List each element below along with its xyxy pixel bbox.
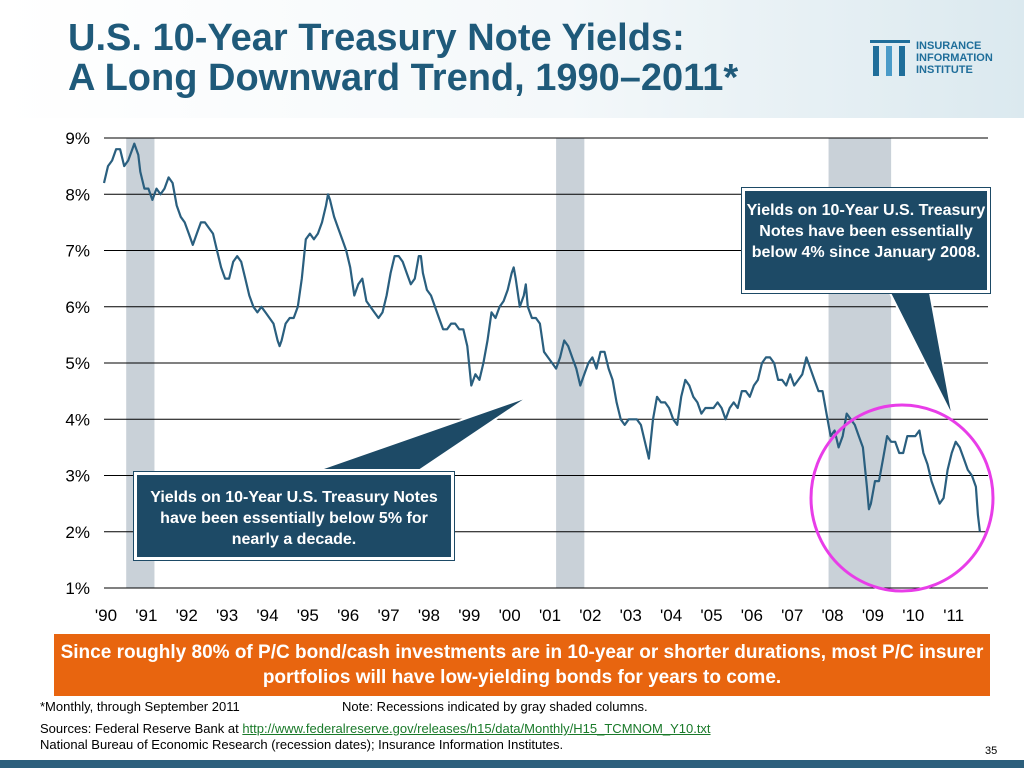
iii-logo-icon [870,40,910,76]
y-tick-label: 4% [65,410,90,429]
x-tick-label: '04 [660,606,682,625]
logo-text: INSURANCE INFORMATION INSTITUTE [916,40,993,76]
iii-logo: INSURANCE INFORMATION INSTITUTE [870,38,1020,88]
y-tick-label: 6% [65,298,90,317]
x-tick-label: '09 [862,606,884,625]
y-tick-label: 2% [65,523,90,542]
callout-below-4-percent: Yields on 10-Year U.S. Treasury Notes ha… [742,188,990,293]
x-tick-label: '03 [620,606,642,625]
x-tick-label: '98 [418,606,440,625]
y-tick-label: 9% [65,129,90,148]
title-line-2: A Long Downward Trend, 1990–2011* [68,57,739,99]
x-tick-label: '91 [135,606,157,625]
x-tick-label: '00 [499,606,521,625]
y-tick-label: 8% [65,185,90,204]
x-tick-label: '07 [781,606,803,625]
sources-line-2: National Bureau of Economic Research (re… [40,737,564,752]
x-tick-label: '08 [821,606,843,625]
y-tick-label: 5% [65,354,90,373]
header-band [0,0,1024,118]
x-tick-label: '06 [741,606,763,625]
y-tick-label: 1% [65,579,90,598]
x-tick-label: '96 [337,606,359,625]
y-tick-label: 3% [65,467,90,486]
x-tick-label: '10 [902,606,924,625]
conclusion-banner: Since roughly 80% of P/C bond/cash inves… [54,634,990,696]
x-tick-label: '90 [95,606,117,625]
x-tick-label: '02 [579,606,601,625]
footnote-recessions: Note: Recessions indicated by gray shade… [342,699,648,714]
sources-prefix: Sources: Federal Reserve Bank at [40,721,243,736]
x-tick-label: '05 [700,606,722,625]
x-tick-label: '94 [256,606,278,625]
x-tick-label: '92 [176,606,198,625]
x-tick-label: '97 [377,606,399,625]
x-tick-label: '95 [297,606,319,625]
callout-below-5-percent: Yields on 10-Year U.S. Treasury Notes ha… [134,472,454,560]
callout-right-pointer [888,292,954,419]
x-tick-label: '99 [458,606,480,625]
footnote-monthly: *Monthly, through September 2011 [40,699,240,714]
callout-left-pointer [317,395,531,471]
page-number: 35 [985,745,998,757]
footer-bar [0,760,1024,768]
yield-series-line [102,142,981,532]
x-tick-label: '11 [943,606,964,625]
slide-title: U.S. 10-Year Treasury Note Yields: A Lon… [68,18,738,98]
x-tick-label: '01 [539,606,561,625]
y-tick-label: 7% [65,242,90,261]
x-tick-label: '93 [216,606,238,625]
highlight-circle [809,403,995,593]
federal-reserve-link[interactable]: http://www.federalreserve.gov/releases/h… [242,721,711,736]
title-line-1: U.S. 10-Year Treasury Note Yields: [68,17,685,59]
logo-line-2: INFORMATION [916,52,993,64]
logo-line-1: INSURANCE [916,40,982,52]
sources-line-1: Sources: Federal Reserve Bank at http://… [40,721,711,736]
logo-line-3: INSTITUTE [916,64,973,76]
